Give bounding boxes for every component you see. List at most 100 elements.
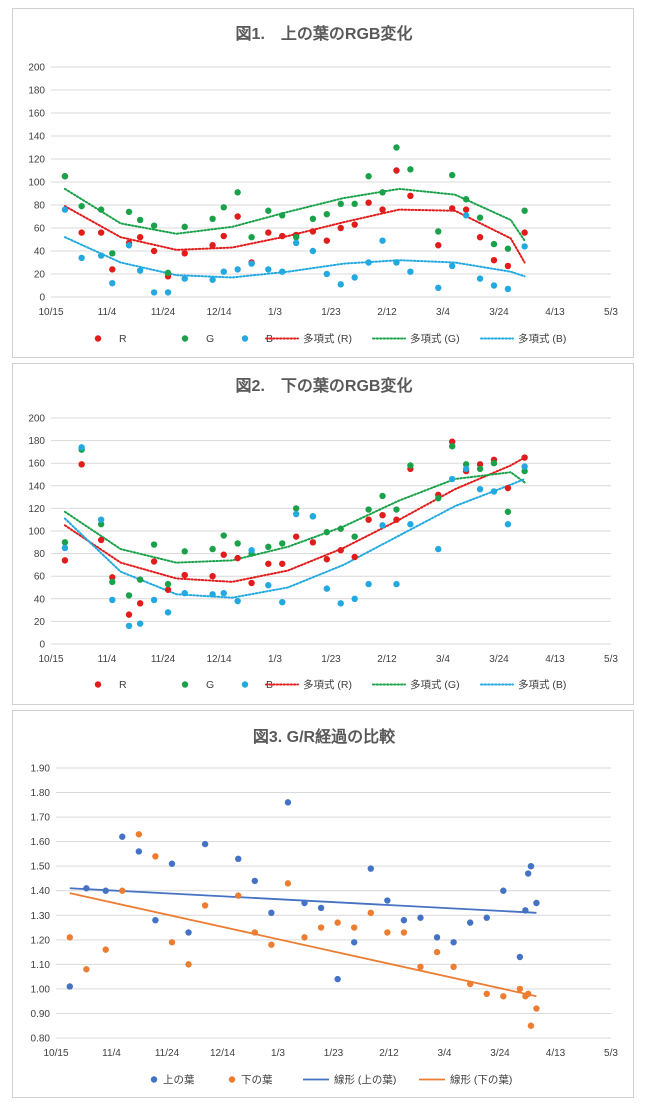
data-point-series-1: [136, 600, 144, 607]
data-point-series-2: [476, 465, 484, 473]
data-point-series-2: [251, 929, 259, 936]
chart-panel-3: 図3. G/R経過の比較 0.80 0.90 1.00 1.10 1.20 1.30 1.40…: [12, 710, 634, 1098]
data-point-series-1: [181, 250, 188, 257]
data-point-series-2: [209, 545, 216, 553]
data-point-series-1: [462, 206, 470, 213]
data-point-series-3: [125, 242, 133, 249]
data-point-series-2: [150, 541, 158, 548]
y-tick-label: 1.10: [31, 960, 51, 971]
data-point-series-2: [284, 880, 292, 887]
chart-1-svg: 図1. 上の葉のRGB変化 0 20 40 60 80 100 120 140 160 180 200…: [28, 24, 618, 345]
data-point-series-3: [181, 589, 188, 597]
y-tick-label: 20: [34, 617, 46, 628]
data-point-series-2: [136, 576, 144, 583]
data-point-series-2: [379, 189, 386, 196]
data-point-series-1: [334, 975, 341, 983]
data-point-series-2: [448, 443, 456, 450]
data-point-series-3: [393, 580, 400, 588]
x-tick-label: 11/24: [155, 1048, 180, 1059]
trendline-2: [63, 471, 526, 564]
data-point-series-1: [337, 547, 344, 554]
y-tick-label: 1.20: [31, 935, 51, 946]
data-point-series-1: [265, 229, 272, 236]
data-point-series-3: [209, 591, 216, 598]
data-point-series-2: [351, 200, 358, 208]
chart-title: 図2. 下の葉のRGB変化: [236, 376, 413, 395]
data-point-series-1: [234, 554, 241, 562]
y-tick-label: 20: [34, 270, 46, 281]
legend-marker: [228, 1076, 236, 1083]
trendline-2: [69, 892, 537, 998]
data-point-series-1: [448, 205, 456, 212]
data-point-series-3: [490, 488, 498, 495]
y-tick-label: 200: [28, 63, 45, 74]
data-point-series-1: [185, 929, 192, 936]
data-point-series-1: [337, 224, 344, 232]
legend-label: 下の葉: [241, 1073, 273, 1086]
data-point-series-1: [504, 262, 512, 270]
data-point-series-1: [152, 916, 159, 924]
data-point-series-2: [136, 216, 144, 224]
data-point-series-2: [102, 946, 109, 953]
legend-label: 多項式 (R): [303, 678, 352, 691]
data-point-series-3: [476, 485, 484, 493]
data-point-series-1: [365, 199, 372, 206]
data-point-series-1: [524, 870, 532, 877]
legend-label: G: [206, 679, 214, 691]
x-tick-label: 2/12: [377, 654, 397, 665]
data-point-series-1: [97, 229, 105, 236]
data-point-series-1: [168, 860, 176, 867]
y-tick-label: 0.80: [31, 1034, 51, 1045]
data-point-series-2: [61, 539, 69, 546]
data-point-series-3: [323, 585, 331, 592]
x-tick-label: 12/14: [206, 307, 231, 318]
data-point-series-2: [220, 204, 227, 211]
data-point-series-1: [268, 909, 275, 917]
data-point-series-3: [234, 266, 241, 273]
x-tick-label: 3/4: [438, 1048, 452, 1059]
data-point-series-2: [462, 461, 470, 468]
data-point-series-1: [504, 484, 512, 492]
y-tick-label: 180: [28, 86, 45, 97]
data-point-series-2: [435, 495, 442, 502]
data-point-series-2: [533, 1005, 540, 1012]
x-tick-label: 5/3: [604, 654, 618, 665]
data-point-series-1: [490, 257, 498, 264]
data-point-series-2: [504, 508, 512, 515]
data-point-series-2: [504, 245, 512, 252]
data-point-series-1: [109, 266, 116, 273]
x-tick-label: 4/13: [545, 307, 565, 318]
y-tick-label: 80: [34, 201, 46, 212]
data-point-series-1: [317, 904, 325, 912]
x-tick-label: 10/15: [38, 654, 63, 665]
data-point-series-1: [435, 242, 442, 249]
data-point-series-2: [323, 528, 331, 536]
x-tick-label: 12/14: [210, 1048, 235, 1059]
data-point-series-2: [268, 941, 275, 948]
x-tick-label: 3/4: [436, 307, 450, 318]
data-point-series-1: [181, 571, 188, 579]
trendline-3: [63, 236, 526, 279]
data-point-series-1: [393, 167, 400, 174]
data-point-series-1: [136, 234, 144, 241]
data-point-series-1: [292, 533, 300, 540]
y-tick-label: 1.30: [31, 911, 51, 922]
y-tick-label: 40: [34, 594, 46, 605]
data-point-series-1: [393, 516, 400, 523]
data-point-series-2: [476, 214, 484, 221]
chart-panel-2: 図2. 下の葉のRGB変化 0 20 40 60 80 100 120 140 160 180 200…: [12, 363, 634, 705]
data-point-series-3: [97, 516, 105, 523]
data-point-series-2: [109, 250, 116, 257]
x-tick-label: 11/24: [151, 654, 176, 665]
data-point-series-1: [365, 516, 372, 523]
data-point-series-1: [476, 234, 484, 241]
data-point-series-1: [379, 511, 386, 519]
data-point-series-2: [135, 831, 143, 838]
data-point-series-3: [309, 247, 317, 255]
x-tick-label: 11/4: [98, 654, 117, 665]
data-point-series-1: [500, 887, 507, 894]
trendline-2: [63, 187, 526, 242]
data-point-series-1: [284, 799, 292, 806]
y-tick-label: 100: [28, 527, 45, 538]
legend-marker: [241, 681, 249, 688]
